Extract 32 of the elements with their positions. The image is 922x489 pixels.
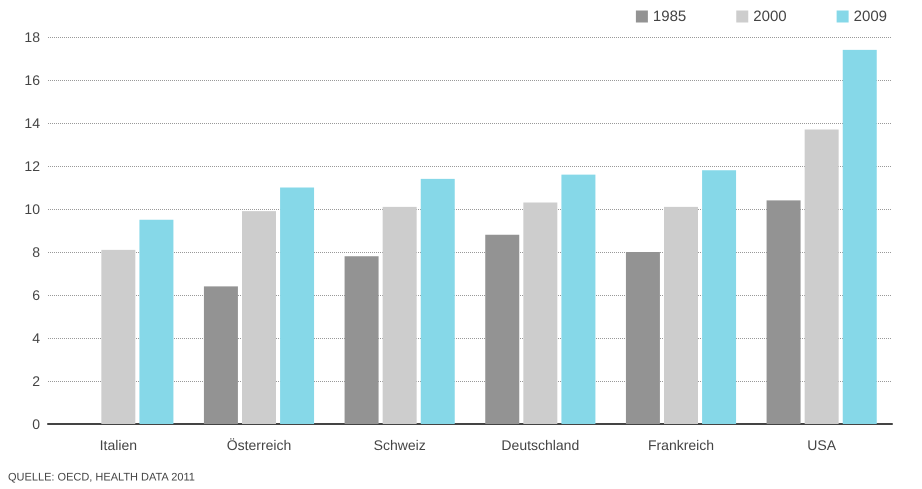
y-tick-label: 14 — [24, 115, 40, 131]
y-tick-label: 0 — [32, 416, 40, 432]
bar — [523, 202, 558, 424]
source-note: QUELLE: OECD, HEALTH DATA 2011 — [8, 472, 195, 484]
x-tick-label: Österreich — [226, 437, 292, 453]
bar — [420, 178, 455, 424]
x-tick-label: Schweiz — [374, 437, 426, 453]
x-tick-label: USA — [807, 437, 837, 453]
legend-label: 1985 — [652, 8, 686, 25]
bar — [664, 206, 698, 424]
y-tick-label: 16 — [24, 72, 40, 88]
bar — [139, 220, 174, 424]
x-tick-label: Deutschland — [501, 437, 580, 453]
y-tick-label: 2 — [32, 373, 40, 389]
bar — [561, 174, 596, 424]
bar — [842, 50, 877, 424]
y-tick-label: 12 — [24, 158, 40, 174]
x-tick-label: Frankreich — [648, 437, 714, 453]
legend-label: 2000 — [753, 8, 787, 25]
bar — [242, 211, 276, 424]
y-tick-label: 18 — [24, 29, 40, 45]
bar — [101, 250, 136, 424]
bar — [280, 188, 314, 424]
legend-label: 2009 — [854, 8, 888, 25]
bar — [382, 206, 417, 424]
y-tick-label: 10 — [24, 201, 40, 217]
bar — [702, 170, 736, 424]
y-tick-label: 6 — [32, 287, 40, 303]
y-tick-label: 8 — [32, 244, 40, 260]
x-tick-label: Italien — [100, 437, 138, 453]
bar — [804, 129, 839, 424]
y-tick-label: 4 — [32, 330, 40, 346]
